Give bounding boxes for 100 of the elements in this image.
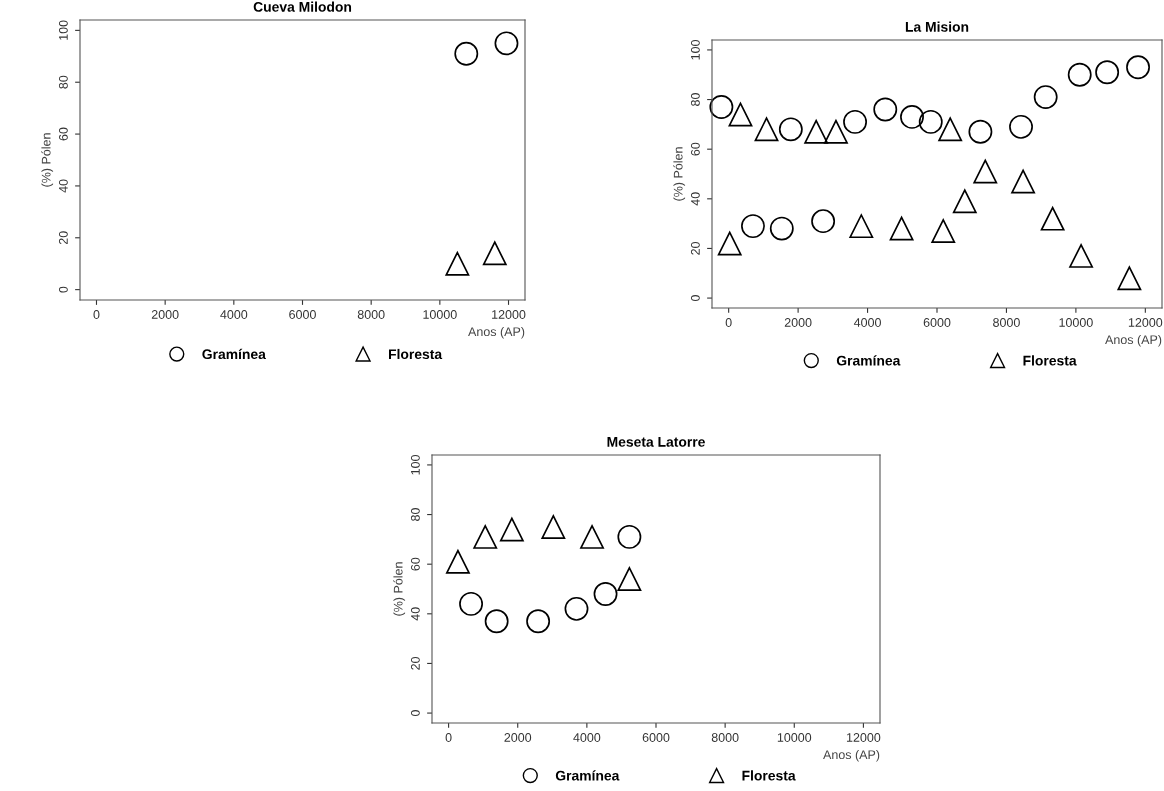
point <box>778 117 803 142</box>
x-tick-label: 12000 <box>846 733 881 742</box>
y-tick-label: 80 <box>58 75 68 89</box>
point <box>968 119 993 144</box>
point <box>824 119 848 144</box>
x-tick-label: 6000 <box>642 733 670 742</box>
y-axis-title: (%) Pólen <box>41 133 54 187</box>
y-tick-label: 20 <box>410 656 420 670</box>
point <box>918 109 943 134</box>
y-tick-label: 20 <box>58 231 68 245</box>
y-tick-label: 80 <box>410 508 420 521</box>
point <box>617 567 642 592</box>
point <box>1033 85 1058 110</box>
point <box>541 515 566 539</box>
legend-label: Floresta <box>1023 355 1077 366</box>
point <box>728 102 753 127</box>
point <box>482 241 507 266</box>
x-tick-label: 6000 <box>289 310 316 319</box>
point <box>1126 55 1150 80</box>
point <box>804 119 829 144</box>
point <box>1011 169 1036 194</box>
y-tick-label: 40 <box>58 179 68 193</box>
y-tick-label: 40 <box>690 192 700 206</box>
y-tick-label: 60 <box>690 142 700 156</box>
point <box>754 117 779 142</box>
point <box>849 214 874 239</box>
point <box>952 189 977 214</box>
point <box>499 517 524 542</box>
x-tick-label: 12000 <box>1128 318 1163 327</box>
x-tick-label: 2000 <box>784 318 812 327</box>
y-axis-title: (%) Pólen <box>393 562 406 616</box>
x-tick-label: 4000 <box>220 310 248 319</box>
y-tick-label: 0 <box>690 295 700 302</box>
x-tick-label: 2000 <box>504 733 532 742</box>
point <box>1040 206 1065 231</box>
y-tick-label: 20 <box>690 241 700 255</box>
y-tick-label: 100 <box>690 39 700 60</box>
point <box>454 41 479 66</box>
point <box>938 117 963 142</box>
legend-label: Floresta <box>742 770 796 781</box>
x-tick-label: 0 <box>445 733 452 742</box>
y-tick-label: 100 <box>58 20 68 40</box>
legend-label: Floresta <box>389 348 443 360</box>
point <box>1069 243 1094 268</box>
point <box>769 216 794 241</box>
point <box>1095 60 1120 85</box>
x-tick-label: 0 <box>93 310 100 319</box>
x-tick-label: 4000 <box>853 318 881 327</box>
point <box>717 231 742 256</box>
y-tick-label: 60 <box>58 127 68 141</box>
point <box>1009 114 1033 139</box>
chart-title: Cueva Milodon <box>253 1 352 12</box>
x-tick-label: 2000 <box>151 310 179 319</box>
point <box>811 209 836 234</box>
x-axis-title: Anos (AP) <box>1105 334 1162 347</box>
point <box>889 216 914 241</box>
x-tick-label: 10000 <box>777 733 812 742</box>
point <box>459 591 484 616</box>
point <box>931 219 956 244</box>
point <box>593 582 618 606</box>
y-tick-label: 80 <box>690 93 700 106</box>
x-tick-label: 6000 <box>923 318 951 327</box>
legend-label: Gramínea <box>836 355 901 366</box>
x-axis-title: Anos (AP) <box>468 326 525 339</box>
y-tick-label: 60 <box>410 557 420 571</box>
point <box>494 31 519 56</box>
x-tick-label: 4000 <box>573 733 601 742</box>
x-tick-label: 8000 <box>711 733 739 742</box>
point <box>873 97 898 122</box>
y-tick-label: 40 <box>410 607 420 621</box>
point <box>843 109 868 134</box>
x-tick-label: 10000 <box>423 310 457 319</box>
y-tick-label: 0 <box>58 286 68 293</box>
legend-label: Gramínea <box>202 348 266 360</box>
point <box>1117 266 1142 291</box>
point <box>617 524 642 549</box>
y-tick-label: 100 <box>410 454 420 475</box>
point <box>709 95 734 119</box>
x-tick-label: 8000 <box>357 310 385 319</box>
point <box>526 609 551 634</box>
point <box>445 251 470 276</box>
chart-title: Meseta Latorre <box>607 437 705 447</box>
legend-label: Gramínea <box>555 770 620 781</box>
point <box>973 159 998 184</box>
x-axis-title: Anos (AP) <box>823 749 880 762</box>
chart-title: La Mision <box>905 21 969 32</box>
point <box>900 104 924 129</box>
x-tick-label: 12000 <box>492 310 526 319</box>
x-tick-label: 0 <box>725 318 732 327</box>
point <box>741 214 765 239</box>
point <box>1067 62 1092 87</box>
x-tick-label: 8000 <box>993 318 1020 327</box>
point <box>484 609 509 634</box>
point <box>445 549 470 574</box>
point <box>564 596 589 621</box>
point <box>580 524 604 549</box>
x-tick-label: 10000 <box>1059 318 1093 327</box>
y-axis-title: (%) Pólen <box>673 147 686 201</box>
y-tick-label: 0 <box>410 710 420 717</box>
point <box>473 524 498 549</box>
